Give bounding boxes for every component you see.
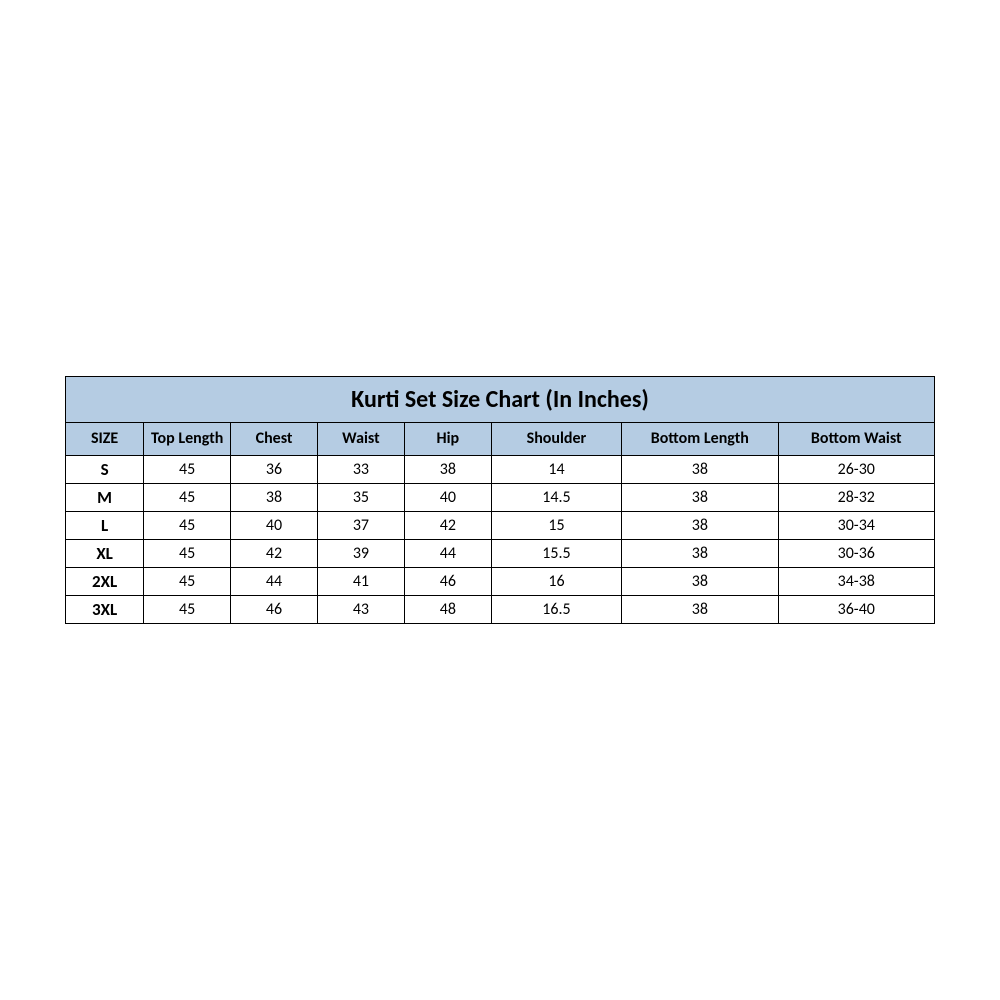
size-chart-container: Kurti Set Size Chart (In Inches) SIZE To… [65, 376, 935, 623]
cell-value: 44 [404, 539, 491, 567]
cell-size: XL [66, 539, 144, 567]
table-row: L 45 40 37 42 15 38 30-34 [66, 511, 935, 539]
cell-value: 48 [404, 595, 491, 623]
col-header-hip: Hip [404, 423, 491, 455]
cell-value: 41 [317, 567, 404, 595]
cell-value: 38 [622, 539, 778, 567]
cell-value: 36 [231, 455, 318, 483]
cell-value: 45 [144, 539, 231, 567]
cell-value: 45 [144, 483, 231, 511]
col-header-top-length: Top Length [144, 423, 231, 455]
cell-value: 45 [144, 595, 231, 623]
cell-value: 38 [622, 595, 778, 623]
cell-value: 42 [404, 511, 491, 539]
cell-value: 45 [144, 511, 231, 539]
table-title: Kurti Set Size Chart (In Inches) [66, 377, 935, 423]
cell-value: 44 [231, 567, 318, 595]
cell-value: 39 [317, 539, 404, 567]
cell-value: 38 [622, 483, 778, 511]
cell-value: 38 [231, 483, 318, 511]
table-row: S 45 36 33 38 14 38 26-30 [66, 455, 935, 483]
cell-value: 14 [491, 455, 621, 483]
col-header-size: SIZE [66, 423, 144, 455]
cell-value: 33 [317, 455, 404, 483]
cell-value: 38 [622, 567, 778, 595]
col-header-waist: Waist [317, 423, 404, 455]
table-row: XL 45 42 39 44 15.5 38 30-36 [66, 539, 935, 567]
table-row: 3XL 45 46 43 48 16.5 38 36-40 [66, 595, 935, 623]
cell-value: 38 [404, 455, 491, 483]
cell-size: L [66, 511, 144, 539]
cell-value: 37 [317, 511, 404, 539]
cell-value: 38 [622, 511, 778, 539]
cell-size: 3XL [66, 595, 144, 623]
cell-value: 34-38 [778, 567, 934, 595]
cell-size: 2XL [66, 567, 144, 595]
cell-value: 46 [231, 595, 318, 623]
cell-value: 28-32 [778, 483, 934, 511]
cell-value: 15.5 [491, 539, 621, 567]
cell-value: 30-34 [778, 511, 934, 539]
col-header-bottom-length: Bottom Length [622, 423, 778, 455]
cell-value: 43 [317, 595, 404, 623]
table-row: M 45 38 35 40 14.5 38 28-32 [66, 483, 935, 511]
size-chart-table: Kurti Set Size Chart (In Inches) SIZE To… [65, 376, 935, 623]
cell-value: 40 [404, 483, 491, 511]
cell-value: 26-30 [778, 455, 934, 483]
cell-value: 16 [491, 567, 621, 595]
cell-value: 42 [231, 539, 318, 567]
cell-value: 14.5 [491, 483, 621, 511]
col-header-shoulder: Shoulder [491, 423, 621, 455]
cell-value: 30-36 [778, 539, 934, 567]
table-body: S 45 36 33 38 14 38 26-30 M 45 38 35 40 … [66, 455, 935, 623]
cell-value: 45 [144, 455, 231, 483]
table-row: 2XL 45 44 41 46 16 38 34-38 [66, 567, 935, 595]
cell-size: S [66, 455, 144, 483]
cell-value: 15 [491, 511, 621, 539]
cell-value: 16.5 [491, 595, 621, 623]
cell-value: 38 [622, 455, 778, 483]
col-header-bottom-waist: Bottom Waist [778, 423, 934, 455]
col-header-chest: Chest [231, 423, 318, 455]
cell-value: 46 [404, 567, 491, 595]
cell-value: 45 [144, 567, 231, 595]
cell-value: 40 [231, 511, 318, 539]
cell-size: M [66, 483, 144, 511]
cell-value: 36-40 [778, 595, 934, 623]
cell-value: 35 [317, 483, 404, 511]
table-header-row: SIZE Top Length Chest Waist Hip Shoulder… [66, 423, 935, 455]
